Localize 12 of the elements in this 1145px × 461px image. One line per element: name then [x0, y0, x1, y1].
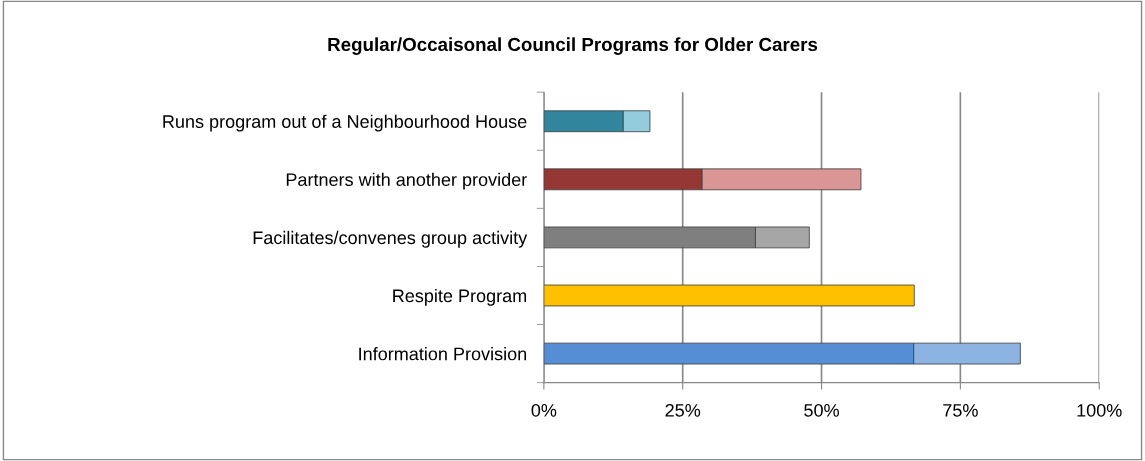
y-tick-label: Respite Program — [393, 288, 527, 306]
bar — [543, 284, 915, 307]
x-tick-label: 75% — [943, 404, 978, 417]
chart-title: Regular/Occaisonal Council Programs for Older Carers — [328, 37, 818, 55]
y-tick-label: Facilitates/convenes group activity — [253, 230, 528, 248]
x-tick-label: 0% — [531, 403, 557, 417]
y-tick-label: Partners with another provider — [286, 172, 527, 190]
x-tick-label: 25% — [665, 403, 701, 417]
x-tick-label: 100% — [1077, 403, 1122, 417]
y-tick-label: Information Provision — [359, 347, 527, 361]
x-tick-label: 50% — [804, 403, 839, 417]
y-tick-label: Runs program out of a Neighbourhood House — [163, 114, 527, 132]
